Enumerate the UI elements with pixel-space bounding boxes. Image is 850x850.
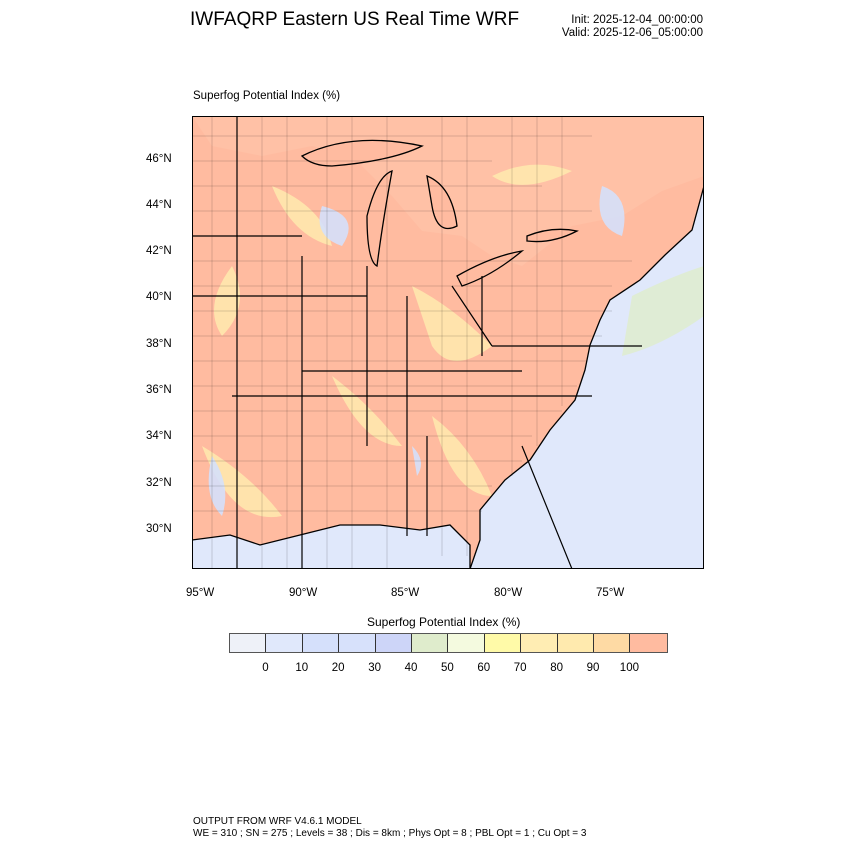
valid-time: Valid: 2025-12-06_05:00:00 [561, 27, 703, 39]
atlantic-ocean [469, 185, 704, 569]
colorbar-title: Superfog Potential Index (%) [367, 615, 521, 629]
lat-label: 44°N [146, 199, 172, 211]
map-plot [192, 116, 704, 569]
colorbar-label: 80 [550, 662, 563, 674]
offshore-band [622, 266, 704, 356]
map-subtitle: Superfog Potential Index (%) [193, 90, 341, 102]
lat-label: 38°N [146, 338, 172, 350]
colorbar-label: 90 [586, 662, 600, 674]
colorbar-label: 30 [368, 662, 381, 674]
colorbar-swatch [339, 634, 376, 652]
colorbar-swatch [266, 634, 303, 652]
colorbar-label: 60 [477, 662, 491, 674]
colorbar-label: 100 [619, 662, 639, 674]
lat-label: 36°N [146, 384, 172, 396]
colorbar-swatch [448, 634, 485, 652]
map-frame [192, 116, 704, 569]
lon-label: 80°W [494, 587, 523, 599]
lat-label: 46°N [146, 153, 172, 165]
colorbar-swatch [375, 634, 412, 652]
colorbar-swatch [557, 634, 594, 652]
lat-label: 32°N [146, 477, 172, 489]
lake-erie [456, 249, 525, 287]
lon-label: 85°W [391, 587, 420, 599]
footer-model: OUTPUT FROM WRF V4.6.1 MODEL [193, 816, 362, 827]
county-borders [192, 116, 632, 569]
lat-label: 42°N [146, 245, 172, 257]
lake-michigan [366, 170, 393, 267]
colorbar-swatch [230, 634, 267, 652]
colorbar [229, 633, 668, 653]
lon-label: 75°W [596, 587, 625, 599]
colorbar-label: 40 [404, 662, 418, 674]
colorbar-swatch [411, 634, 449, 652]
colorbar-swatch [484, 634, 522, 652]
footer-config: WE = 310 ; SN = 275 ; Levels = 38 ; Dis … [193, 828, 587, 839]
lat-label: 40°N [146, 291, 172, 303]
lake-ontario [526, 228, 579, 243]
colorbar-swatch [521, 634, 558, 652]
canada-area [192, 116, 704, 266]
lake-superior [300, 139, 424, 167]
init-time: Init: 2025-12-04_00:00:00 [571, 14, 703, 26]
gulf-of-mexico [192, 524, 471, 569]
colorbar-swatch [630, 634, 667, 652]
colorbar-swatch [593, 634, 631, 652]
lat-label: 34°N [146, 430, 172, 442]
colorbar-label: 20 [331, 662, 345, 674]
colorbar-swatch [302, 634, 340, 652]
mid-index-patches [202, 164, 572, 518]
colorbar-label: 10 [295, 662, 309, 674]
lon-label: 95°W [186, 587, 215, 599]
colorbar-label: 50 [440, 662, 454, 674]
colorbar-label: 70 [513, 662, 527, 674]
chart-title: IWFAQRP Eastern US Real Time WRF [190, 9, 520, 30]
colorbar-label: 0 [262, 662, 269, 674]
lat-label: 30°N [146, 523, 172, 535]
lon-label: 90°W [289, 587, 318, 599]
